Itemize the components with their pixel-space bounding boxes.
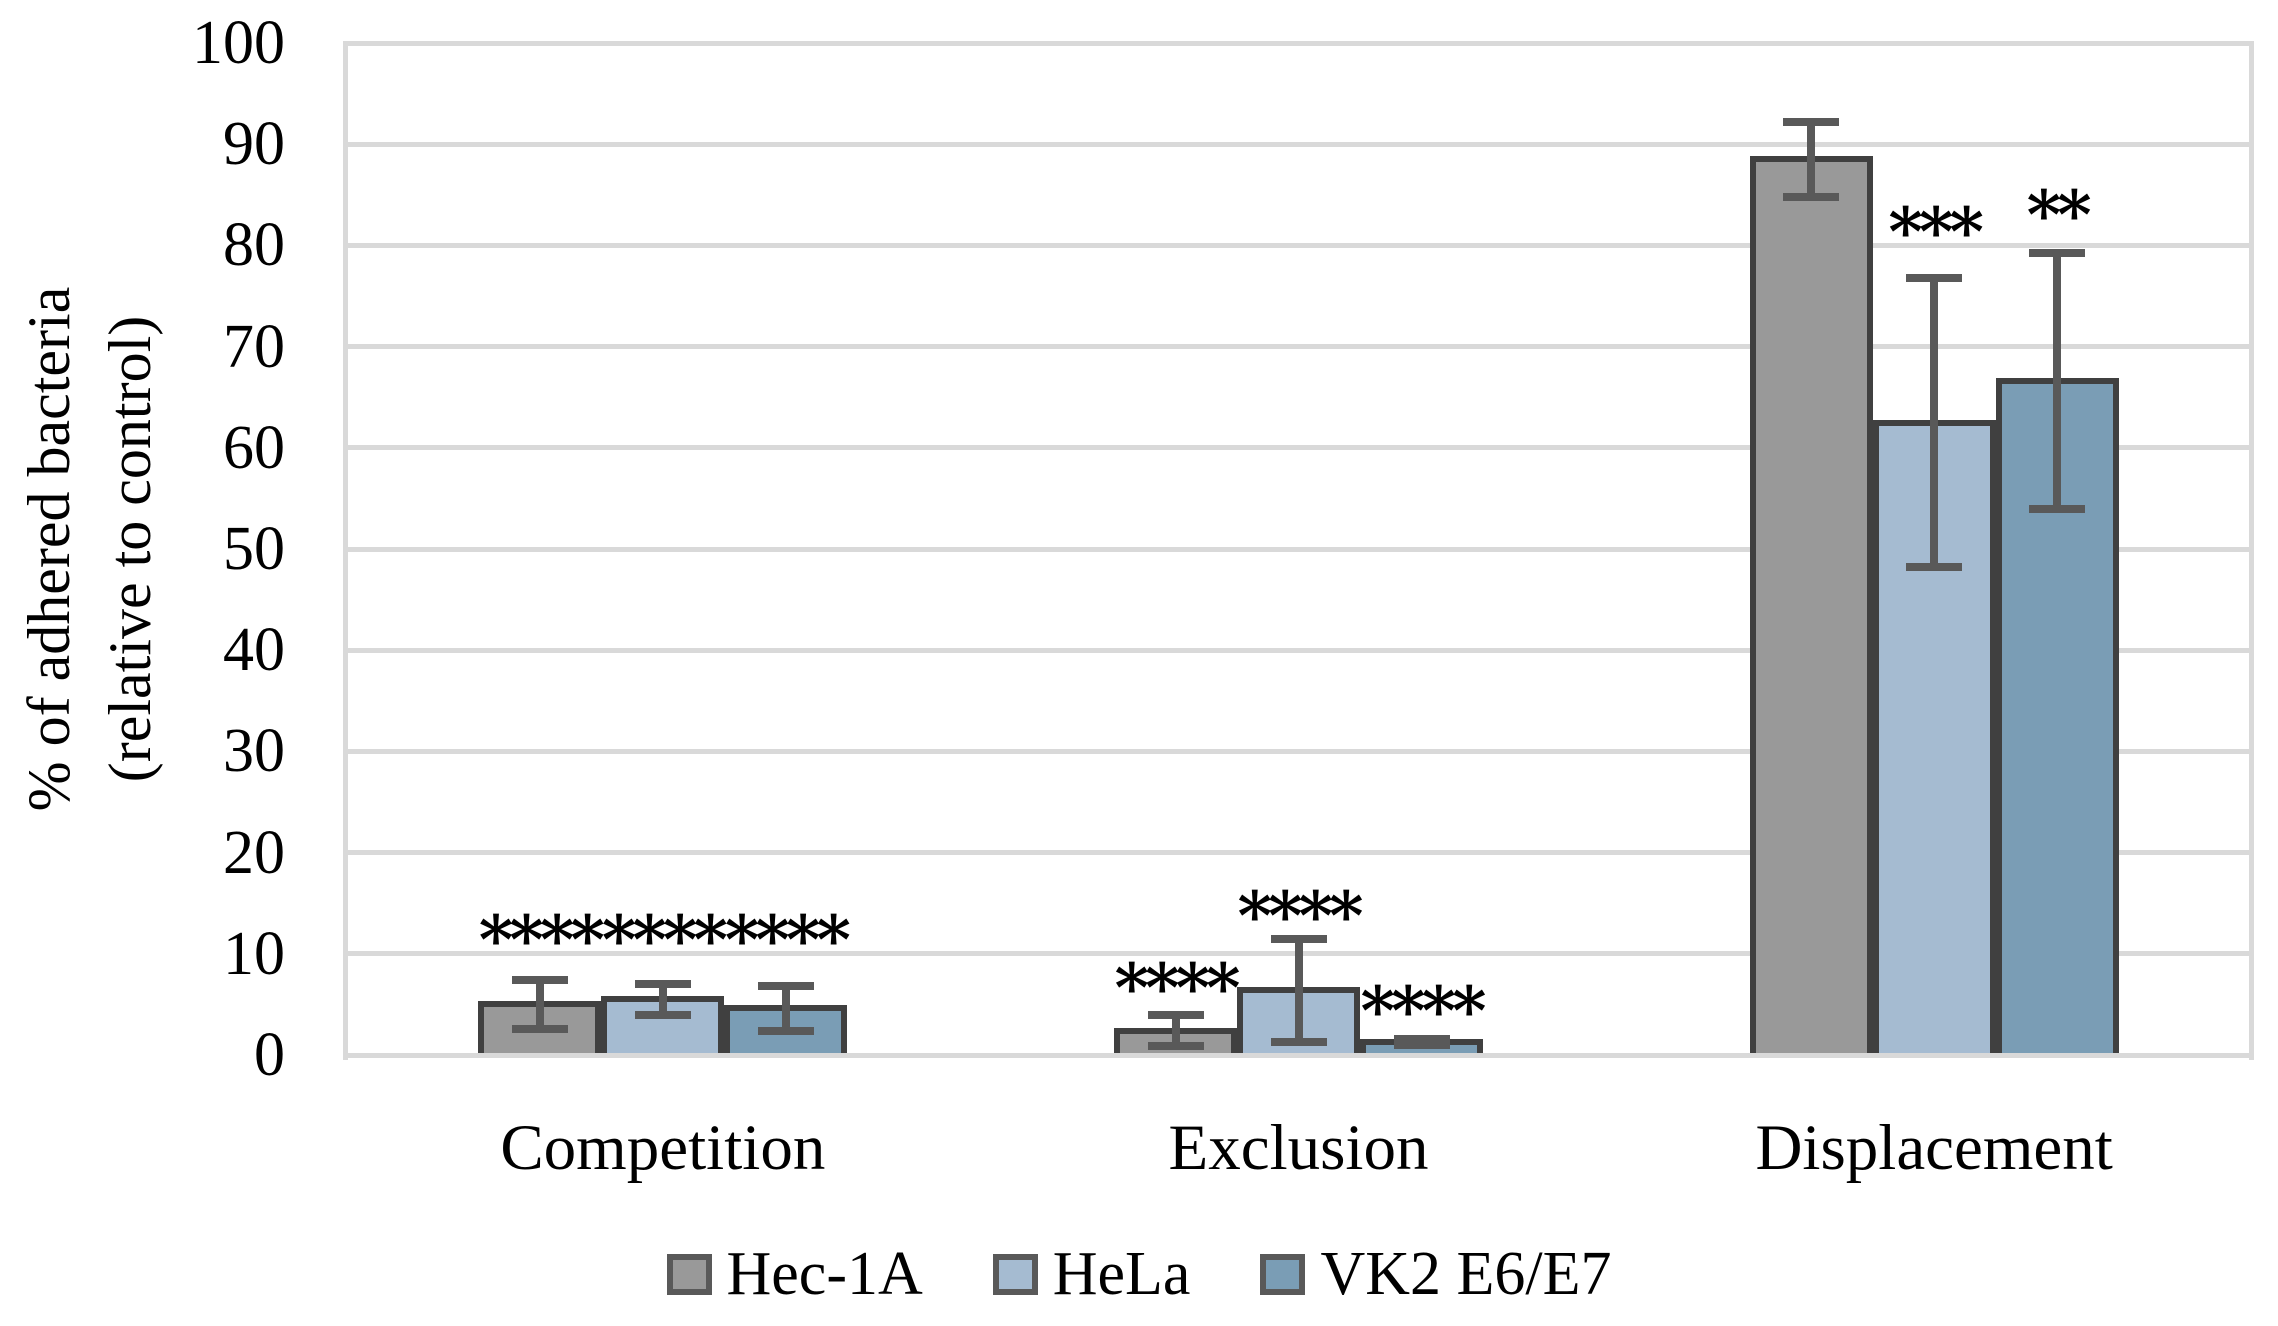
gridline-100 (345, 40, 2252, 46)
gridline-70 (345, 344, 2252, 350)
bar-hec-1a-displacement (1749, 156, 1873, 1053)
error-bar-hec-1a-exclusion (1171, 1011, 1180, 1050)
significance-label-hela-competition: **** (601, 900, 728, 979)
y-tick-label-70: 70 (223, 312, 285, 381)
error-cap-top-vk2-e6-e7-competition (757, 982, 814, 991)
gridline-50 (345, 546, 2252, 552)
error-cap-bottom-hela-displacement (1906, 563, 1963, 572)
x-category-label-displacement: Displacement (1755, 1112, 2113, 1184)
y-tick-label-40: 40 (223, 616, 285, 685)
significance-label-hec-1a-competition: **** (478, 900, 605, 979)
x-category-label-exclusion: Exclusion (1168, 1112, 1429, 1184)
significance-label-hela-exclusion: **** (1237, 877, 1363, 956)
legend-item-hec-1a: Hec-1A (666, 1240, 923, 1308)
y-tick-label-20: 20 (223, 818, 285, 887)
legend-item-hela: HeLa (992, 1240, 1191, 1308)
error-cap-bottom-hec-1a-exclusion (1147, 1041, 1204, 1050)
gridline-80 (345, 242, 2252, 248)
error-bar-hela-exclusion (1294, 934, 1303, 1046)
error-cap-top-vk2-e6-e7-displacement (2029, 249, 2086, 258)
error-bar-hec-1a-competition (535, 976, 544, 1033)
y-tick-label-0: 0 (254, 1021, 285, 1089)
legend: Hec-1A HeLa VK2 E6/E7 (0, 1238, 2278, 1310)
error-bar-hec-1a-displacement (1807, 117, 1816, 201)
gridline-40 (345, 647, 2252, 653)
significance-label-vk2-e6-e7-exclusion: **** (1360, 972, 1486, 1051)
legend-label-hela: HeLa (1052, 1240, 1191, 1308)
significance-label-hela-displacement: *** (1888, 193, 1984, 272)
significance-label-hec-1a-exclusion: **** (1114, 949, 1240, 1028)
legend-swatch-hec-1a (666, 1253, 712, 1295)
error-cap-top-hela-exclusion (1270, 934, 1327, 943)
gridline-30 (345, 748, 2252, 754)
plot-area: **** **** **** **** **** **** *** ** (343, 40, 2254, 1060)
error-cap-bottom-vk2-e6-e7-competition (757, 1026, 814, 1035)
error-bar-vk2-e6-e7-displacement (2053, 249, 2062, 513)
error-cap-bottom-vk2-e6-e7-displacement (2029, 504, 2086, 513)
error-cap-bottom-hec-1a-displacement (1783, 192, 1840, 201)
significance-label-vk2-e6-e7-competition: **** (724, 900, 851, 979)
gridline-60 (345, 445, 2252, 451)
legend-item-vk2-e6-e7: VK2 E6/E7 (1260, 1243, 1611, 1305)
error-bar-hela-displacement (1930, 273, 1939, 572)
y-tick-label-30: 30 (223, 717, 285, 786)
gridline-20 (345, 850, 2252, 856)
plot-border-right (2249, 41, 2254, 1060)
error-cap-bottom-hec-1a-competition (511, 1024, 568, 1033)
error-cap-top-hec-1a-exclusion (1147, 1011, 1204, 1020)
y-axis-title-line-1: % of adhered bacteria (16, 286, 82, 812)
y-tick-label-90: 90 (223, 110, 285, 179)
legend-swatch-vk2-e6-e7 (1260, 1253, 1306, 1295)
y-tick-label-50: 50 (223, 515, 285, 583)
x-category-label-competition: Competition (500, 1112, 826, 1184)
error-cap-bottom-vk2-e6-e7-exclusion (1393, 1040, 1450, 1049)
y-tick-label-80: 80 (223, 211, 285, 280)
gridline-0 (345, 1052, 2252, 1058)
gridline-90 (345, 141, 2252, 147)
error-bar-hela-competition (658, 980, 667, 1019)
error-bar-vk2-e6-e7-competition (781, 982, 790, 1035)
error-cap-top-hec-1a-displacement (1783, 117, 1840, 126)
legend-swatch-hela (992, 1253, 1038, 1295)
error-cap-bottom-hela-exclusion (1270, 1037, 1327, 1046)
plot-border-left (343, 41, 348, 1060)
error-cap-top-hela-displacement (1906, 273, 1963, 282)
error-cap-top-hec-1a-competition (511, 976, 568, 985)
y-tick-label-60: 60 (223, 413, 285, 482)
error-cap-top-hela-competition (634, 980, 691, 989)
error-cap-bottom-hela-competition (634, 1010, 691, 1019)
legend-label-vk2-e6-e7: VK2 E6/E7 (1320, 1240, 1612, 1308)
y-tick-label-100: 100 (192, 9, 285, 77)
legend-label-hec-1a: Hec-1A (726, 1240, 923, 1308)
y-tick-label-10: 10 (223, 919, 285, 988)
significance-label-vk2-e6-e7-displacement: ** (2026, 175, 2092, 254)
error-cap-top-vk2-e6-e7-exclusion (1393, 1034, 1450, 1043)
